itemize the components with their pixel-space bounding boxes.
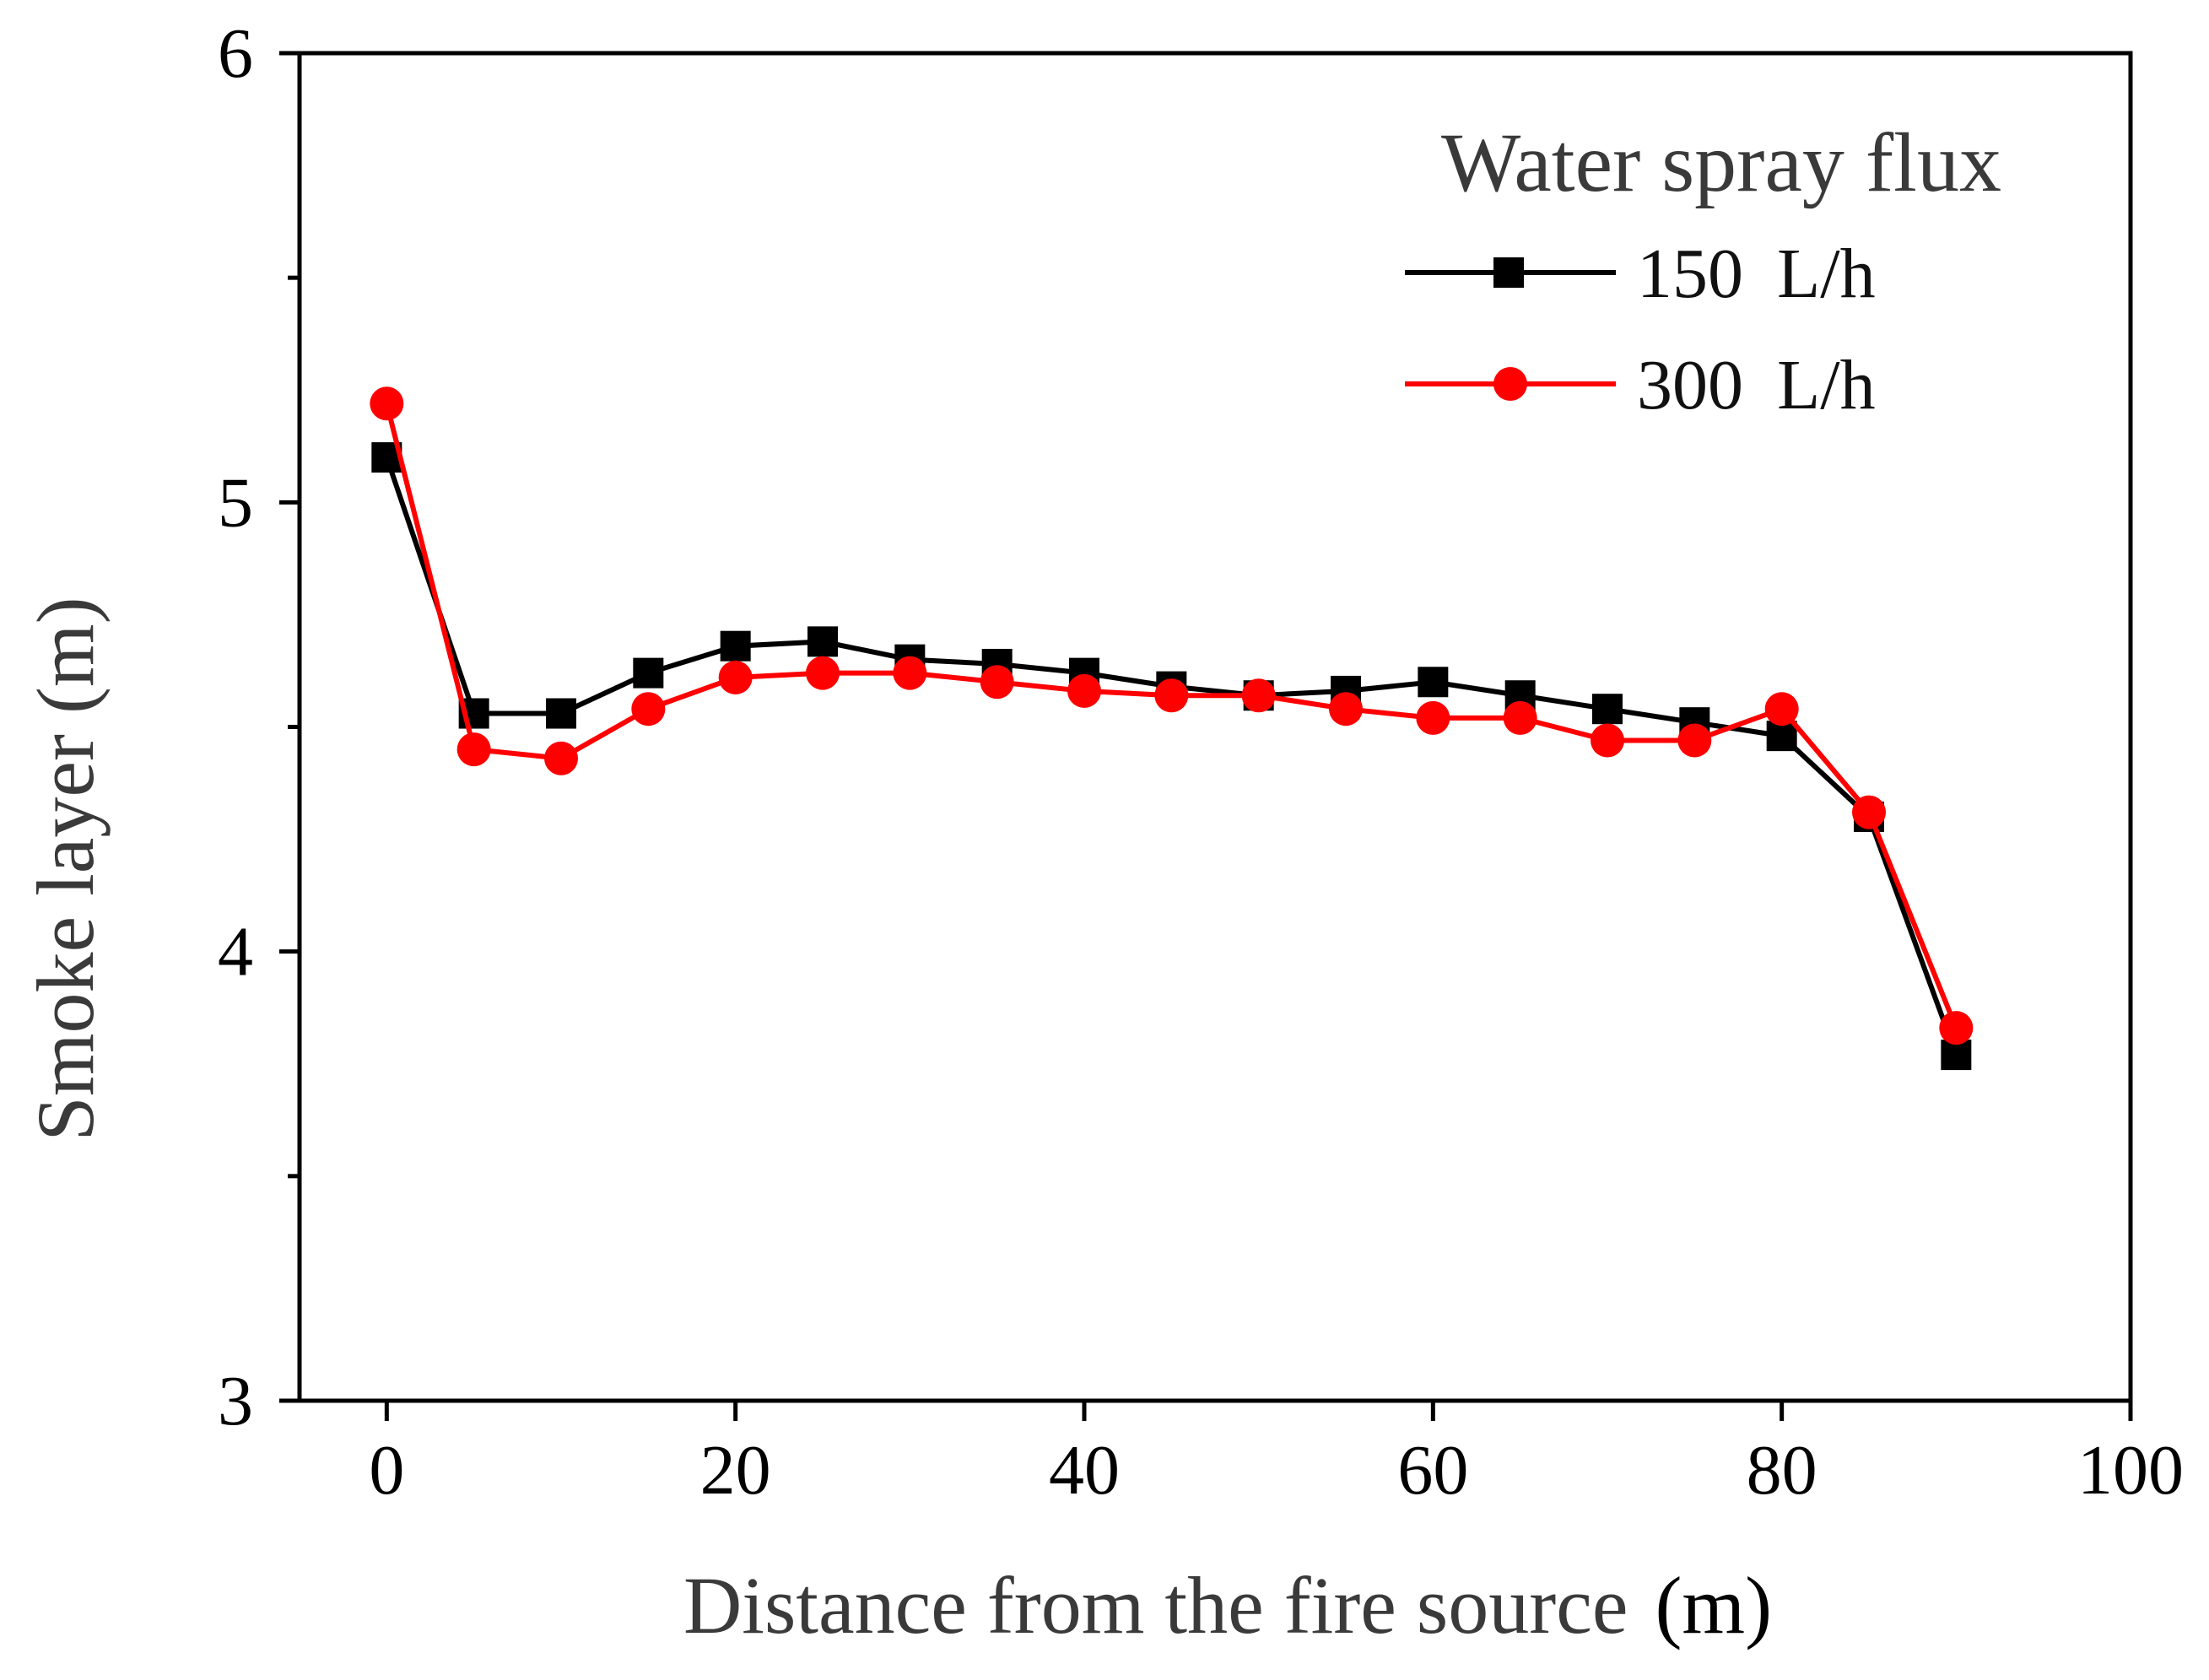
data-point-300-65 [1503, 700, 1537, 735]
y-tick-label-3: 3 [218, 1362, 253, 1440]
legend-marker-150 [1493, 257, 1524, 288]
legend-marker-300 [1493, 367, 1527, 401]
x-tick-label-20: 20 [700, 1431, 771, 1510]
data-point-150-60 [1418, 667, 1449, 698]
plot-area [370, 386, 1974, 1071]
data-point-150-70 [1592, 694, 1623, 725]
legend-value-150: 150 [1637, 235, 1743, 313]
data-point-300-35 [980, 665, 1014, 700]
x-tick-label-60: 60 [1397, 1431, 1468, 1510]
data-point-300-40 [1067, 673, 1101, 708]
y-tick-label-4: 4 [218, 913, 253, 991]
data-point-300-15 [631, 692, 666, 727]
x-axis-title: Distance from the fire source (m) [683, 1560, 1772, 1650]
x-tick-label-100: 100 [2077, 1431, 2184, 1510]
data-point-300-10 [544, 741, 578, 775]
axes: 0 20 40 60 80 100 3 4 5 6 [218, 14, 2184, 1510]
data-point-300-70 [1591, 723, 1624, 758]
data-point-300-55 [1329, 692, 1363, 727]
data-point-300-45 [1154, 678, 1189, 713]
data-point-300-80 [1764, 692, 1799, 727]
data-point-300-5 [456, 732, 491, 767]
x-axis-title-label: Distance from the fire source [683, 1560, 1628, 1650]
legend-label-150: 150 L/h [1637, 235, 1876, 313]
x-tick-label-80: 80 [1747, 1431, 1817, 1510]
y-axis-title: Smoke layer (m) [20, 597, 111, 1141]
x-axis-title-unit: (m) [1655, 1560, 1772, 1650]
data-point-150-10 [546, 698, 576, 729]
legend-unit-150: L/h [1777, 235, 1876, 313]
data-point-150-20 [720, 630, 751, 662]
legend-value-300: 300 [1637, 346, 1743, 424]
legend-label-300: 300 L/h [1637, 346, 1876, 424]
x-tick-label-0: 0 [369, 1431, 404, 1510]
data-point-150-25 [807, 626, 838, 657]
data-point-300-20 [718, 660, 753, 694]
legend-unit-300: L/h [1777, 346, 1876, 424]
legend-title: Water spray flux [1441, 116, 2001, 209]
y-tick-label-6: 6 [218, 14, 253, 93]
data-point-300-50 [1241, 678, 1276, 713]
data-point-300-60 [1416, 700, 1450, 735]
data-point-300-0 [370, 386, 404, 421]
y-tick-label-5: 5 [218, 463, 253, 542]
x-axis-title-group: Distance from the fire source (m) [683, 1560, 1772, 1650]
data-point-300-75 [1677, 723, 1712, 758]
data-point-150-15 [633, 657, 664, 689]
data-point-300-30 [893, 656, 927, 690]
data-point-300-90 [1939, 1011, 1974, 1045]
data-point-300-85 [1852, 795, 1886, 829]
x-tick-label-40: 40 [1049, 1431, 1120, 1510]
data-point-300-25 [806, 656, 840, 690]
legend: Water spray flux 150 L/h 300 L/h [1405, 116, 2001, 424]
y-axis-title-group: Smoke layer (m) [20, 597, 111, 1141]
